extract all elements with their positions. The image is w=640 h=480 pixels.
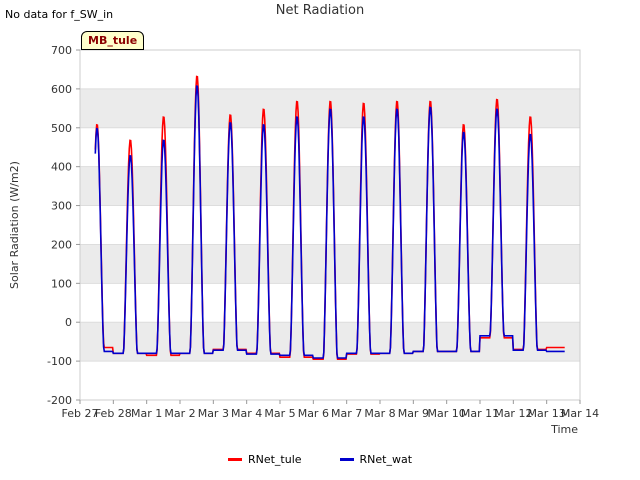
x-tick-label: Mar 14	[561, 407, 599, 420]
y-tick-label: -100	[47, 355, 72, 368]
legend-swatch-wat	[339, 458, 354, 461]
x-tick-label: Mar 9	[398, 407, 429, 420]
legend-item-wat: RNet_wat	[339, 453, 413, 466]
x-tick-label: Mar 5	[264, 407, 295, 420]
legend-label-wat: RNet_wat	[359, 453, 413, 466]
chart-title: Net Radiation	[275, 3, 365, 18]
legend-label-tule: RNet_tule	[247, 453, 302, 466]
x-tick-label: Mar 3	[198, 407, 229, 420]
site-tag: MB_tule	[81, 31, 145, 50]
y-tick-label: 600	[51, 83, 72, 96]
axes: -200 -100 0 100 200 300 400 500 600 700 Feb 27Feb …	[8, 44, 599, 436]
x-tick-label: Mar 12	[494, 407, 532, 420]
y-tick-label: 100	[51, 277, 72, 290]
x-tick-label: Mar 7	[331, 407, 362, 420]
series-line-RNet_wat	[94, 85, 565, 359]
series-line-RNet_tule	[94, 75, 565, 361]
y-tick-label: 300	[51, 200, 72, 213]
y-tick-label: 200	[51, 238, 72, 251]
series-lines	[94, 75, 565, 361]
x-tick-label: Mar 6	[298, 407, 329, 420]
plot-bands	[80, 88, 580, 362]
x-tick-label: Mar 11	[461, 407, 499, 420]
x-tick-label: Mar 2	[164, 407, 195, 420]
y-tick-label: -200	[47, 394, 72, 407]
x-tick-label: Mar 1	[131, 407, 162, 420]
x-tick-label: Mar 13	[528, 407, 566, 420]
legend: RNet_tule RNet_wat	[0, 453, 640, 466]
x-tick-label: Mar 4	[231, 407, 262, 420]
y-tick-label: 0	[65, 316, 72, 329]
y-tick-label: 500	[51, 122, 72, 135]
legend-swatch-tule	[227, 458, 242, 461]
grid-band	[80, 244, 580, 284]
x-axis-label: Time	[550, 423, 578, 436]
y-tick-label: 700	[51, 44, 72, 57]
y-tick-label: 400	[51, 161, 72, 174]
x-tick-label: Mar 8	[364, 407, 395, 420]
no-data-note: No data for f_SW_in	[5, 8, 114, 21]
grid-band	[80, 166, 580, 206]
y-axis-label: Solar Radiation (W/m2)	[8, 161, 21, 289]
grid-band	[80, 322, 580, 362]
x-tick-label: Feb 28	[95, 407, 132, 420]
x-tick-label: Feb 27	[62, 407, 99, 420]
legend-item-tule: RNet_tule	[227, 453, 302, 466]
plot-frame	[79, 49, 581, 401]
x-tick-label: Mar 10	[428, 407, 466, 420]
